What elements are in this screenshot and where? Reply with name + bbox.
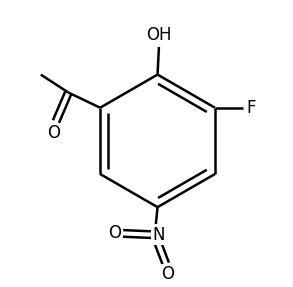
Text: O: O — [161, 265, 174, 283]
Text: N: N — [152, 226, 165, 244]
Text: O: O — [108, 224, 121, 243]
Text: O: O — [47, 124, 60, 141]
Text: OH: OH — [146, 26, 172, 44]
Text: F: F — [246, 99, 255, 117]
